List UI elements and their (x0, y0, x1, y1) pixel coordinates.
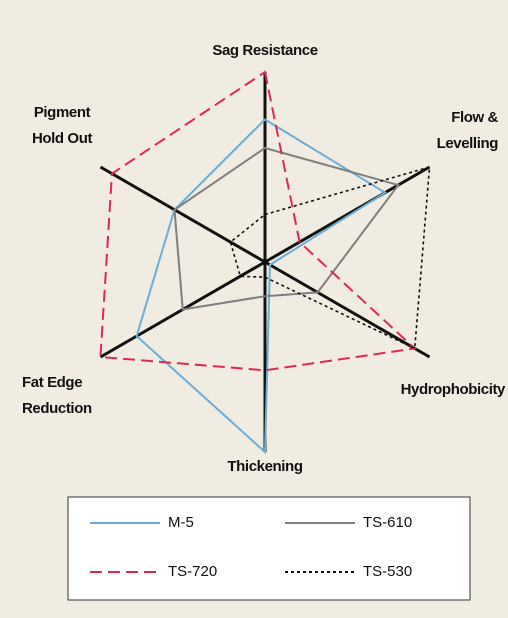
series-line (99, 70, 417, 372)
category-label: Sag Resistance (212, 42, 318, 59)
legend-label: TS-720 (168, 563, 217, 580)
category-label: Fat Edge Reduction (22, 374, 92, 417)
legend-label: M-5 (168, 514, 194, 531)
legend-box (67, 496, 471, 601)
category-label: Pigment Hold Out (31, 104, 93, 147)
axis-spoke (264, 165, 431, 264)
category-label: Thickening (227, 458, 303, 475)
legend-label: TS-530 (363, 563, 412, 580)
legend-label: TS-610 (363, 514, 412, 531)
axis-spoke (99, 165, 266, 264)
series-line (173, 146, 400, 311)
axis-spoke (264, 260, 431, 359)
category-label: Flow & Levelling (436, 109, 499, 152)
category-label: Hydrophobicity (400, 381, 506, 398)
